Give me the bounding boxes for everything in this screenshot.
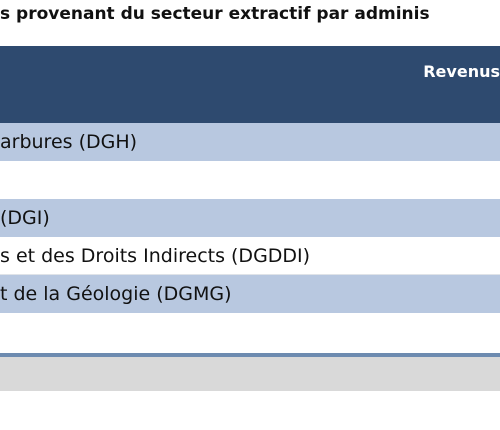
table-title: s provenant du secteur extractif par adm… xyxy=(0,4,430,24)
revenue-table: Revenus arbures (DGH) (DGI) s et des Dro… xyxy=(0,46,500,391)
table-row xyxy=(0,161,500,199)
table-total-row xyxy=(0,357,500,391)
table-spacer-row xyxy=(0,313,500,353)
table-header: Revenus xyxy=(0,46,500,123)
table-row: arbures (DGH) xyxy=(0,123,500,161)
table-row: (DGI) xyxy=(0,199,500,237)
table-divider xyxy=(0,353,500,357)
revenus-column-header: Revenus xyxy=(423,62,500,81)
table-row: s et des Droits Indirects (DGDDI) xyxy=(0,237,500,275)
table-row: t de la Géologie (DGMG) xyxy=(0,275,500,313)
